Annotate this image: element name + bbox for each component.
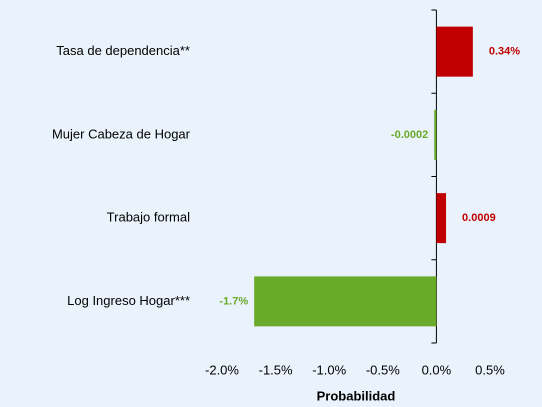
bar	[254, 276, 437, 327]
x-tick-label: -2.0%	[205, 362, 239, 377]
bar	[434, 109, 437, 160]
data-label: -1.7%	[219, 295, 248, 307]
x-tick-label: -1.5%	[259, 362, 293, 377]
data-label: -0.0002	[391, 129, 428, 141]
x-tick-label: -1.0%	[312, 362, 346, 377]
x-axis-title: Probabilidad	[317, 388, 396, 403]
data-label: 0.34%	[489, 46, 520, 58]
x-tick-label: 0.0%	[422, 362, 452, 377]
x-tick-label: 0.5%	[475, 362, 505, 377]
y-tick-label: Log Ingreso Hogar***	[67, 293, 190, 308]
x-tick-label: -0.5%	[366, 362, 400, 377]
y-tick-label: Mujer Cabeza de Hogar	[52, 126, 191, 141]
y-tick-label: Trabajo formal	[107, 210, 190, 225]
y-tick-label: Tasa de dependencia**	[56, 43, 190, 58]
bar	[436, 26, 473, 77]
data-label: 0.0009	[462, 212, 496, 224]
bar	[436, 193, 447, 244]
